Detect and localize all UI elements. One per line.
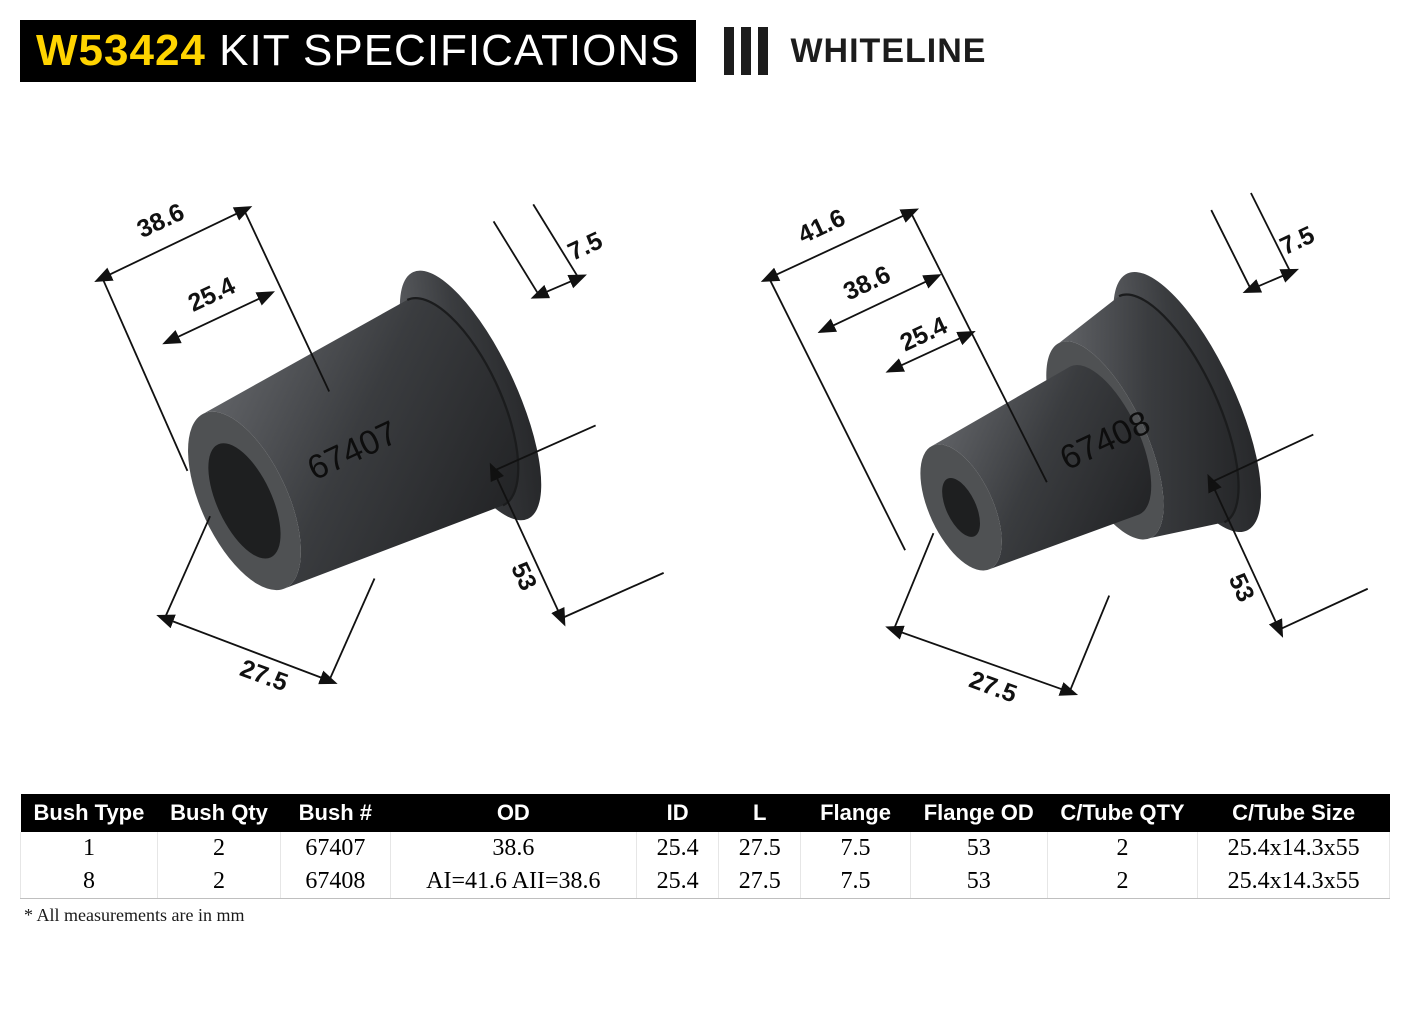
table-cell: 25.4x14.3x55 <box>1198 832 1390 865</box>
table-column-header: C/Tube QTY <box>1047 794 1198 832</box>
diagram-67408: 67408 41.6 38.6 25.4 7.5 27.5 <box>735 142 1370 714</box>
table-cell: 2 <box>157 865 280 899</box>
page-header: W53424 KIT SPECIFICATIONS WHITELINE <box>20 20 1390 82</box>
dim-od: 38.6 <box>133 198 189 244</box>
dim-od-outer: 41.6 <box>794 204 850 250</box>
table-cell: 25.4 <box>637 832 719 865</box>
whiteline-mark-icon <box>716 25 776 77</box>
table-column-header: C/Tube Size <box>1198 794 1390 832</box>
diagram-row: 67407 38.6 25.4 7.5 27.5 <box>40 142 1370 714</box>
title-suffix: KIT SPECIFICATIONS <box>206 26 681 75</box>
table-cell: 7.5 <box>801 865 911 899</box>
table-cell: 25.4 <box>637 865 719 899</box>
table-column-header: Bush Qty <box>157 794 280 832</box>
spec-table: Bush TypeBush QtyBush #ODIDLFlangeFlange… <box>20 794 1390 899</box>
dim-id: 25.4 <box>184 272 240 318</box>
diagram-67407: 67407 38.6 25.4 7.5 27.5 <box>40 142 675 714</box>
table-column-header: Flange OD <box>910 794 1047 832</box>
table-cell: 38.6 <box>390 832 636 865</box>
table-row: 126740738.625.427.57.553225.4x14.3x55 <box>21 832 1390 865</box>
table-cell: 53 <box>910 832 1047 865</box>
table-column-header: Bush # <box>281 794 391 832</box>
table-cell: 8 <box>21 865 158 899</box>
footnote: * All measurements are in mm <box>24 905 1390 926</box>
table-cell: 2 <box>157 832 280 865</box>
table-cell: 7.5 <box>801 832 911 865</box>
dim-flange: 7.5 <box>564 226 607 266</box>
table-cell: 67408 <box>281 865 391 899</box>
table-body: 126740738.625.427.57.553225.4x14.3x55826… <box>21 832 1390 899</box>
part-number: W53424 <box>36 26 206 75</box>
brand-name: WHITELINE <box>790 32 986 71</box>
table-column-header: ID <box>637 794 719 832</box>
table-header: Bush TypeBush QtyBush #ODIDLFlangeFlange… <box>21 794 1390 832</box>
table-column-header: Flange <box>801 794 911 832</box>
dim-id: 25.4 <box>896 311 952 357</box>
table-cell: 25.4x14.3x55 <box>1198 865 1390 899</box>
table-column-header: Bush Type <box>21 794 158 832</box>
table-cell: 27.5 <box>719 865 801 899</box>
table-cell: 27.5 <box>719 832 801 865</box>
table-column-header: OD <box>390 794 636 832</box>
table-column-header: L <box>719 794 801 832</box>
table-cell: 67407 <box>281 832 391 865</box>
title-box: W53424 KIT SPECIFICATIONS <box>20 20 696 82</box>
dim-length: 27.5 <box>236 654 291 697</box>
table-cell: 53 <box>910 865 1047 899</box>
table-row: 8267408AI=41.6 AII=38.625.427.57.553225.… <box>21 865 1390 899</box>
table-cell: 2 <box>1047 832 1198 865</box>
table-cell: 1 <box>21 832 158 865</box>
brand-logo: WHITELINE <box>716 25 986 77</box>
table-cell: 2 <box>1047 865 1198 899</box>
table-cell: AI=41.6 AII=38.6 <box>390 865 636 899</box>
